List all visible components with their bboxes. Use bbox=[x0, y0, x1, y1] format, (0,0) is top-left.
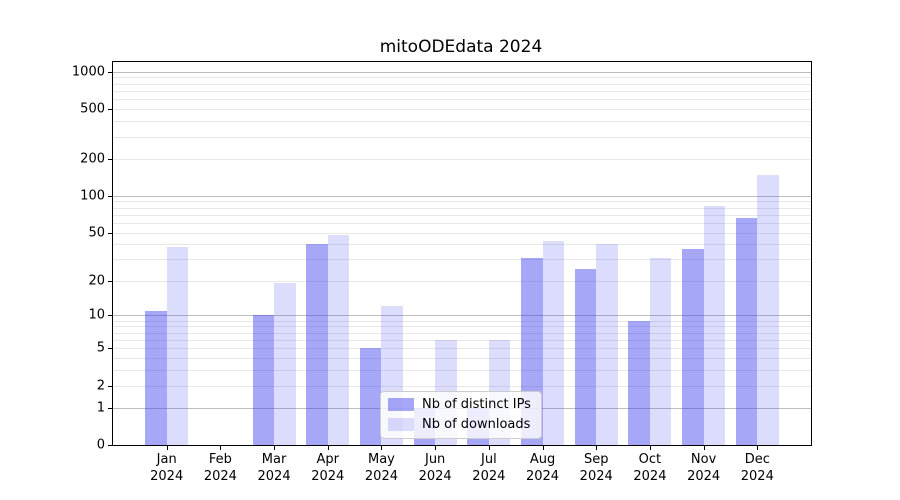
y-tick bbox=[108, 385, 112, 387]
x-tick bbox=[757, 446, 759, 450]
gridline-minor bbox=[113, 83, 811, 85]
x-tick bbox=[166, 446, 168, 450]
gridline-minor bbox=[113, 136, 811, 138]
gridline-minor bbox=[113, 358, 811, 360]
bar-nov-distinct-ips bbox=[682, 248, 704, 445]
bar-dec-distinct-ips bbox=[735, 217, 758, 445]
x-tick bbox=[596, 446, 598, 450]
gridline-minor bbox=[113, 91, 811, 93]
x-tick bbox=[327, 446, 329, 450]
y-tick bbox=[108, 445, 112, 446]
gridline-minor bbox=[113, 232, 811, 234]
bar-may-distinct-ips bbox=[359, 348, 382, 445]
x-tick-label: Aug 2024 bbox=[525, 452, 560, 484]
x-tick bbox=[649, 446, 651, 450]
gridline-minor bbox=[113, 99, 811, 101]
y-tick bbox=[108, 315, 112, 317]
gridline-minor bbox=[113, 77, 811, 79]
y-tick-label: 10 bbox=[88, 307, 105, 323]
gridline-major bbox=[113, 71, 811, 73]
y-tick-label: 200 bbox=[80, 151, 105, 167]
legend-label-distinct-ips: Nb of distinct IPs bbox=[422, 397, 531, 412]
x-tick-label: Jan 2024 bbox=[150, 452, 184, 484]
gridline-minor bbox=[113, 385, 811, 387]
legend-item-distinct-ips: Nb of distinct IPs bbox=[388, 397, 531, 412]
x-tick-label: Sep 2024 bbox=[579, 452, 613, 484]
y-tick bbox=[108, 280, 112, 282]
bar-oct-distinct-ips bbox=[628, 320, 650, 445]
gridline-minor bbox=[113, 280, 811, 282]
gridline-major bbox=[113, 315, 811, 317]
y-tick bbox=[108, 407, 112, 409]
y-tick bbox=[108, 232, 112, 234]
x-tick bbox=[381, 446, 383, 450]
bar-sep-distinct-ips bbox=[574, 269, 597, 445]
gridline-minor bbox=[113, 259, 811, 261]
x-tick-label: Jun 2024 bbox=[418, 452, 452, 484]
bar-jan-downloads bbox=[166, 247, 189, 445]
gridline-minor bbox=[113, 348, 811, 350]
gridline-minor bbox=[113, 222, 811, 224]
y-tick bbox=[108, 158, 112, 160]
gridline-minor bbox=[113, 201, 811, 203]
x-tick-label: May 2024 bbox=[364, 452, 398, 484]
y-tick-label: 2 bbox=[96, 378, 105, 394]
y-tick-label: 1 bbox=[96, 400, 105, 416]
gridline-minor bbox=[113, 214, 811, 216]
x-tick bbox=[488, 446, 490, 450]
gridline-minor bbox=[113, 158, 811, 160]
x-tick-label: Dec 2024 bbox=[740, 452, 774, 484]
gridline-minor bbox=[113, 207, 811, 209]
y-tick-label: 0 bbox=[96, 437, 105, 453]
gridline-minor bbox=[113, 332, 811, 334]
y-tick-label: 100 bbox=[80, 188, 105, 204]
bar-apr-downloads bbox=[327, 234, 350, 445]
bar-aug-downloads bbox=[542, 240, 564, 445]
gridline-major bbox=[113, 195, 811, 197]
gridline-minor bbox=[113, 109, 811, 111]
gridline-minor bbox=[113, 370, 811, 372]
chart-title: mitoODEdata 2024 bbox=[379, 37, 543, 57]
bar-dec-downloads bbox=[757, 175, 779, 445]
bar-oct-downloads bbox=[649, 257, 672, 445]
gridline-minor bbox=[113, 326, 811, 328]
y-tick bbox=[108, 195, 112, 197]
x-tick-label: Jul 2024 bbox=[472, 452, 506, 484]
legend-label-downloads: Nb of downloads bbox=[422, 417, 531, 432]
y-tick-label: 20 bbox=[88, 273, 105, 289]
y-tick-label: 1000 bbox=[71, 64, 105, 80]
bar-jan-distinct-ips bbox=[145, 310, 167, 445]
x-tick-label: Mar 2024 bbox=[257, 452, 291, 484]
gridline-minor bbox=[113, 339, 811, 341]
y-tick bbox=[108, 71, 112, 73]
bar-apr-distinct-ips bbox=[306, 244, 328, 445]
y-tick bbox=[108, 109, 112, 111]
x-tick bbox=[435, 446, 437, 450]
legend-swatch-distinct-ips bbox=[388, 398, 414, 411]
gridline-minor bbox=[113, 244, 811, 246]
x-tick bbox=[220, 446, 222, 450]
gridline-minor bbox=[113, 121, 811, 123]
x-tick-label: Apr 2024 bbox=[311, 452, 345, 484]
legend-swatch-downloads bbox=[388, 418, 414, 431]
bar-mar-downloads bbox=[274, 283, 296, 445]
y-tick-label: 50 bbox=[88, 225, 105, 241]
x-tick-label: Feb 2024 bbox=[203, 452, 237, 484]
y-tick bbox=[108, 348, 112, 350]
bar-sep-downloads bbox=[596, 244, 618, 445]
legend-item-downloads: Nb of downloads bbox=[388, 417, 531, 432]
bar-mar-distinct-ips bbox=[252, 315, 275, 445]
y-tick-label: 5 bbox=[96, 340, 105, 356]
x-tick bbox=[703, 446, 705, 450]
x-tick bbox=[274, 446, 276, 450]
y-tick-label: 500 bbox=[80, 101, 105, 117]
plot-area bbox=[112, 61, 812, 446]
x-tick-label: Oct 2024 bbox=[633, 452, 667, 484]
x-tick bbox=[542, 446, 544, 450]
legend: Nb of distinct IPs Nb of downloads bbox=[380, 391, 542, 439]
bar-nov-downloads bbox=[703, 205, 726, 445]
gridline-minor bbox=[113, 320, 811, 322]
x-tick-label: Nov 2024 bbox=[687, 452, 721, 484]
